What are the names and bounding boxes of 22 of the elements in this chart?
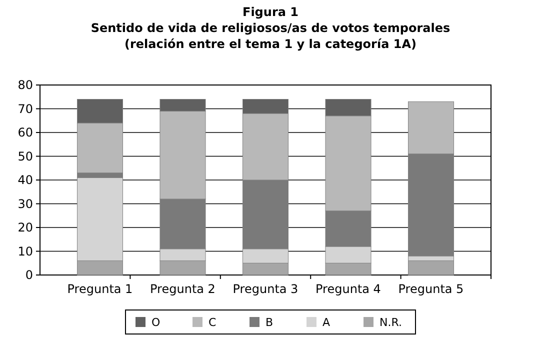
y-tick-label: 60 — [18, 126, 33, 140]
y-tick-label: 70 — [18, 102, 33, 116]
x-tick-label: Pregunta 1 — [67, 282, 133, 296]
y-tick-label: 80 — [18, 78, 33, 92]
legend-label: B — [266, 316, 274, 329]
y-tick-label: 50 — [18, 149, 33, 164]
y-tick-label: 0 — [25, 268, 33, 282]
x-tick-label: Pregunta 5 — [398, 282, 464, 296]
chart-subtitle: Sentido de vida de religiosos/as de votos temporales (relación entre el tema 1 y la categoría 1A) — [90, 21, 450, 51]
bar — [408, 260, 454, 276]
y-tick-label: 10 — [18, 244, 33, 258]
x-tick-label: Pregunta 4 — [316, 282, 381, 296]
y-tick-label: 20 — [18, 220, 33, 235]
legend-label: O — [152, 316, 160, 329]
legend-label: N.R. — [380, 316, 402, 329]
chart-title: Figura 1 — [242, 5, 298, 19]
x-tick-label: Pregunta 2 — [150, 282, 216, 296]
y-tick-label: 40 — [18, 173, 33, 188]
y-tick-label: 30 — [18, 196, 33, 211]
x-tick-label: Pregunta 3 — [232, 282, 298, 296]
legend-label: C — [208, 316, 216, 329]
legend-label: A — [322, 316, 330, 329]
